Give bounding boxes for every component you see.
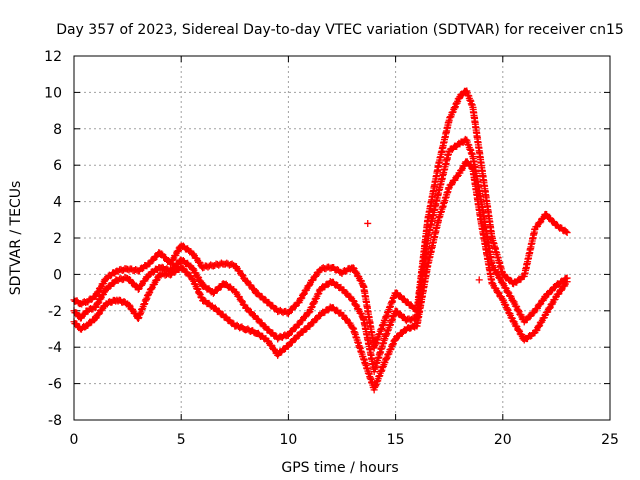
x-tick-label: 0 [70, 432, 79, 448]
grid-lines [74, 56, 610, 420]
data-point [563, 278, 571, 286]
data-point [475, 276, 483, 284]
data-point [563, 229, 571, 237]
y-tick-label: -6 [48, 377, 62, 393]
data-point [129, 279, 137, 287]
data-point [494, 288, 502, 296]
data-point [95, 310, 103, 318]
data-point [536, 219, 544, 227]
data-point [352, 268, 360, 276]
data-point [312, 272, 320, 280]
data-point [101, 287, 109, 295]
y-tick-label: 4 [53, 195, 62, 211]
data-point [536, 301, 544, 309]
y-tick-labels: -8 -6 -4 -2 0 2 4 6 8 10 12 [44, 49, 62, 429]
y-tick-label: -8 [48, 413, 62, 429]
series-outliers [364, 219, 483, 284]
data-point [195, 258, 203, 266]
y-tick-label: 10 [44, 85, 62, 101]
data-point [349, 264, 357, 272]
data-point [562, 228, 570, 236]
data-point [308, 276, 316, 284]
x-tick-label: 10 [279, 432, 297, 448]
y-tick-label: 0 [53, 267, 62, 283]
data-point [468, 164, 476, 172]
data-point [493, 270, 501, 278]
data-point [152, 276, 160, 284]
data-point [194, 273, 202, 281]
data-point [179, 264, 187, 272]
x-tick-label: 15 [387, 432, 405, 448]
data-point [270, 345, 278, 353]
data-point [174, 247, 182, 255]
data-point [504, 288, 512, 296]
data-point [148, 285, 156, 293]
y-tick-label: 6 [53, 158, 62, 174]
data-point [189, 265, 197, 273]
data-point [239, 300, 247, 308]
data-point [138, 281, 146, 289]
data-point [197, 277, 205, 285]
data-point [149, 256, 157, 264]
x-tick-label: 5 [177, 432, 186, 448]
y-tick-label: -4 [48, 340, 62, 356]
series-lower [70, 158, 571, 394]
x-tick-label: 25 [601, 432, 619, 448]
data-point [94, 299, 102, 307]
data-point [364, 219, 372, 227]
data-point [305, 309, 313, 317]
data-point [546, 304, 554, 312]
data-point [535, 322, 543, 330]
data-point [342, 315, 350, 323]
data-point [463, 158, 471, 166]
y-tick-label: 8 [53, 122, 62, 138]
data-point [515, 326, 523, 334]
data-points [70, 87, 571, 394]
data-point [238, 271, 246, 279]
data-point [557, 286, 565, 294]
data-point [238, 297, 246, 305]
y-tick-label: -2 [48, 304, 62, 320]
data-point [313, 315, 321, 323]
data-point [261, 322, 269, 330]
data-point [134, 285, 142, 293]
x-tick-labels: 0 5 10 15 20 25 [70, 432, 619, 448]
series-upper [70, 87, 571, 352]
data-point [305, 281, 313, 289]
y-axis-label: SDTVAR / TECUs [8, 181, 24, 296]
x-tick-label: 20 [494, 432, 512, 448]
data-point [145, 289, 153, 297]
series-middle [70, 135, 571, 376]
data-point [509, 296, 517, 304]
data-point [349, 297, 357, 305]
data-point [125, 301, 133, 309]
y-tick-label: 12 [44, 49, 62, 65]
plot-frame [73, 55, 611, 421]
y-tick-label: 2 [53, 231, 62, 247]
chart-title: Day 357 of 2023, Sidereal Day-to-day VTE… [56, 22, 624, 38]
x-axis-label: GPS time / hours [281, 460, 398, 476]
data-point [94, 288, 102, 296]
data-point [352, 301, 360, 309]
data-point [267, 341, 275, 349]
data-point [549, 218, 557, 226]
data-point [300, 290, 308, 298]
data-point [190, 250, 198, 258]
data-point [301, 313, 309, 321]
